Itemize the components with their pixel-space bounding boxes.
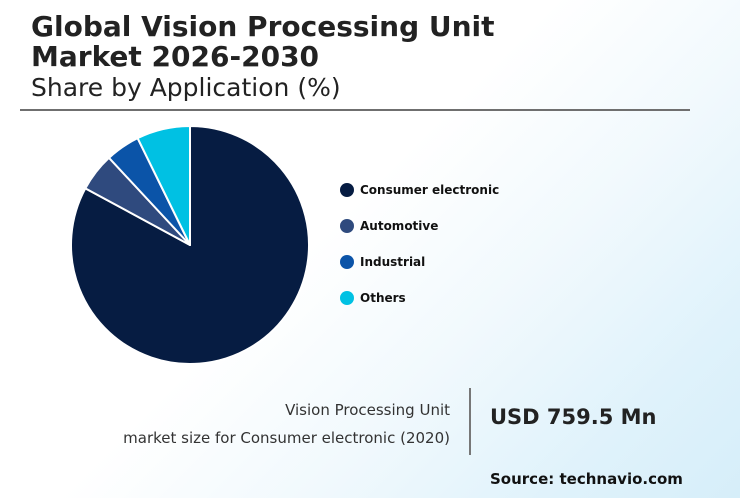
pie-chart-container xyxy=(60,115,320,375)
stat-value: USD 759.5 Mn xyxy=(490,405,657,429)
chart-title-line-1: Global Vision Processing Unit xyxy=(31,10,495,43)
legend-label-others: Others xyxy=(360,291,406,305)
chart-title-line-2: Market 2026-2030 xyxy=(31,40,320,73)
chart-subtitle: Share by Application (%) xyxy=(31,73,341,102)
stat-divider xyxy=(469,388,471,455)
legend-item-consumer-electronic: Consumer electronic xyxy=(340,172,530,208)
legend-swatch-others xyxy=(340,291,354,305)
legend-label-automotive: Automotive xyxy=(360,219,439,233)
chart-legend: Consumer electronic Automotive Industrial O… xyxy=(340,172,530,316)
legend-swatch-industrial xyxy=(340,255,354,269)
stat-label-line-1: Vision Processing Unit xyxy=(285,401,450,419)
legend-swatch-automotive xyxy=(340,219,354,233)
pie-chart xyxy=(70,125,310,365)
pie-slice-others xyxy=(136,125,191,246)
legend-swatch-consumer-electronic xyxy=(340,183,354,197)
stat-label-line-2: market size for Consumer electronic (202… xyxy=(123,429,450,447)
header-divider xyxy=(20,109,690,111)
legend-item-automotive: Automotive xyxy=(340,208,530,244)
source-credit: Source: technavio.com xyxy=(490,470,683,488)
stat-description: Vision Processing Unit market size for C… xyxy=(60,396,450,452)
legend-label-consumer-electronic: Consumer electronic xyxy=(360,183,500,197)
chart-header: Global Vision Processing Unit Market 202… xyxy=(31,12,681,103)
legend-item-others: Others xyxy=(340,280,530,316)
legend-label-industrial: Industrial xyxy=(360,255,426,269)
legend-item-industrial: Industrial xyxy=(340,244,530,280)
